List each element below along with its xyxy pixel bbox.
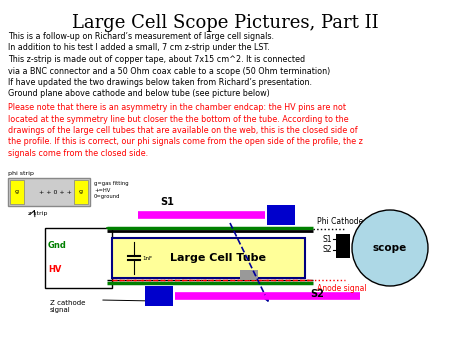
Text: drawings of the large cell tubes that are available on the web, this is the clos: drawings of the large cell tubes that ar… <box>8 126 358 135</box>
Bar <box>336 234 350 258</box>
Text: Large Cell Tube: Large Cell Tube <box>171 253 266 263</box>
Text: scope: scope <box>373 243 407 253</box>
Bar <box>240 270 258 280</box>
Text: S1: S1 <box>160 197 174 207</box>
Text: z strip: z strip <box>28 211 47 216</box>
Text: If have updated the two drawings below taken from Richard’s presentation.: If have updated the two drawings below t… <box>8 78 312 87</box>
Bar <box>8 178 90 206</box>
Text: Ground plane above cathode and below tube (see picture below): Ground plane above cathode and below tub… <box>8 90 270 98</box>
Text: This z-strip is made out of copper tape, about 7x15 cm^2. It is connected: This z-strip is made out of copper tape,… <box>8 55 305 64</box>
Text: Phi Cathode signal: Phi Cathode signal <box>317 217 389 226</box>
Text: S1: S1 <box>323 235 332 243</box>
Bar <box>267 205 295 225</box>
Text: located at the symmetry line but closer the the bottom of the tube. According to: located at the symmetry line but closer … <box>8 115 349 123</box>
Text: S2: S2 <box>310 289 324 299</box>
Text: HV: HV <box>48 266 61 274</box>
Text: S2: S2 <box>323 245 332 255</box>
Text: + + 0 + +: + + 0 + + <box>39 190 72 194</box>
Text: g: g <box>15 190 19 194</box>
Circle shape <box>352 210 428 286</box>
Text: Z cathode
signal: Z cathode signal <box>50 300 86 313</box>
Text: g=gas fitting
+=HV
0=ground: g=gas fitting +=HV 0=ground <box>94 181 129 199</box>
Text: g: g <box>79 190 83 194</box>
Text: 1nF: 1nF <box>142 256 152 261</box>
Text: the profile. If this is correct, our phi signals come from the open side of the : the profile. If this is correct, our phi… <box>8 138 363 146</box>
Text: via a BNC connector and a 50 Ohm coax cable to a scope (50 Ohm termination): via a BNC connector and a 50 Ohm coax ca… <box>8 67 330 75</box>
Text: Please note that there is an asymmetry in the chamber endcap: the HV pins are no: Please note that there is an asymmetry i… <box>8 103 346 112</box>
Bar <box>145 286 173 306</box>
Bar <box>45 228 112 288</box>
Bar <box>10 180 24 204</box>
Bar <box>112 238 305 278</box>
Text: Large Cell Scope Pictures, Part II: Large Cell Scope Pictures, Part II <box>72 14 378 32</box>
Text: This is a follow-up on Richard’s measurement of large cell signals.: This is a follow-up on Richard’s measure… <box>8 32 274 41</box>
Text: signals come from the closed side.: signals come from the closed side. <box>8 149 148 158</box>
Text: Gnd: Gnd <box>48 241 67 250</box>
Text: Anode signal: Anode signal <box>317 284 367 293</box>
Text: In addition to his test I added a small, 7 cm z-strip under the LST.: In addition to his test I added a small,… <box>8 44 270 52</box>
Bar <box>74 180 88 204</box>
Text: phi strip: phi strip <box>8 171 34 176</box>
